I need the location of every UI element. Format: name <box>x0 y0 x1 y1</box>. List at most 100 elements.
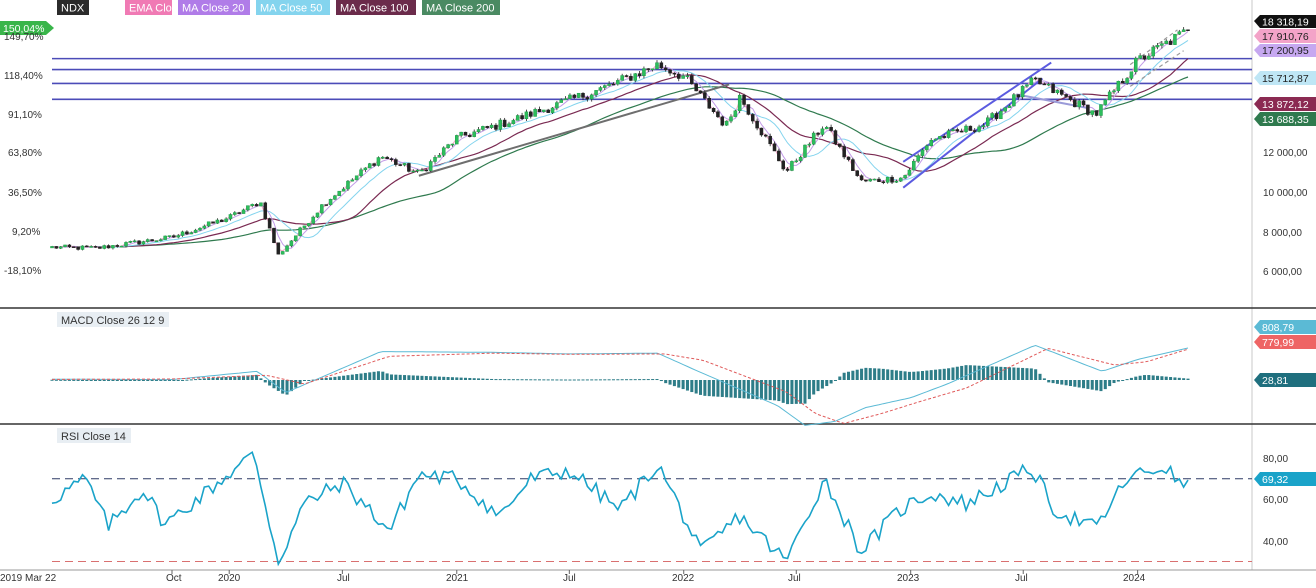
macd-histogram-bar <box>255 374 259 380</box>
candle-body <box>777 150 781 162</box>
macd-histogram-bar <box>620 379 624 381</box>
macd-histogram-bar <box>416 375 420 380</box>
candle-body <box>716 111 720 118</box>
left-axis-tick-2: 118,40% <box>4 71 43 82</box>
candle-body <box>868 179 873 182</box>
legend-ema9-bg <box>125 0 172 15</box>
time-label-2: 2020 <box>218 573 241 583</box>
macd-histogram-bar <box>72 379 76 381</box>
candle-body <box>106 245 111 249</box>
macd-histogram-bar <box>768 380 772 401</box>
macd-histogram-bar <box>990 366 994 380</box>
candle-body <box>1164 40 1169 44</box>
candle-body <box>337 190 342 197</box>
macd-histogram-bar <box>951 367 955 380</box>
macd-histogram-bar <box>1055 380 1059 384</box>
candle-body <box>946 130 951 138</box>
time-label-3: Jul <box>337 573 350 583</box>
macd-histogram-bar <box>842 372 846 380</box>
candle-body <box>198 228 202 231</box>
candle-body <box>1160 43 1164 46</box>
macd-histogram-bar <box>294 380 298 388</box>
candle-body <box>437 155 442 158</box>
candle-body <box>537 109 542 112</box>
candle-body <box>881 181 886 183</box>
candle-body <box>254 204 259 207</box>
macd-histogram-bar <box>1108 380 1112 387</box>
macd-histogram-bar <box>503 379 507 381</box>
candle-body <box>272 227 276 243</box>
candle-body <box>424 169 429 172</box>
macd-histogram-bar <box>268 380 272 386</box>
macd-histogram-bar <box>794 380 798 404</box>
macd-histogram-bar <box>564 379 568 381</box>
macd-histogram-bar <box>159 380 163 381</box>
macd-histogram-bar <box>98 380 102 381</box>
macd-histogram-bar <box>433 376 437 380</box>
candle-body <box>307 223 311 227</box>
macd-histogram-bar <box>899 370 903 380</box>
macd-histogram-bar <box>494 379 498 381</box>
candle-body <box>494 124 498 130</box>
candle-body <box>759 127 764 136</box>
macd-histogram-bar <box>363 372 367 380</box>
macd-histogram-bar <box>320 378 324 380</box>
price-pill-ma50-bg <box>1254 71 1316 85</box>
candle-body <box>890 176 894 183</box>
macd-histogram-bar <box>955 366 959 380</box>
macd-histogram-bar <box>1125 379 1129 381</box>
candle-body <box>463 131 468 136</box>
macd-histogram-bar <box>729 380 733 398</box>
candle-body <box>154 240 159 242</box>
macd-histogram-bar <box>977 365 981 380</box>
candle-body <box>1103 99 1108 105</box>
candle-body <box>389 158 394 160</box>
candle-body <box>550 107 555 113</box>
candle-body <box>176 235 180 238</box>
macd-histogram-bar <box>664 380 668 384</box>
macd-histogram-bar <box>864 367 868 380</box>
macd-histogram-bar <box>485 378 489 380</box>
candle-body <box>768 135 772 145</box>
macd-histogram-bar <box>498 379 502 381</box>
candle-body <box>611 83 616 86</box>
macd-histogram-bar <box>886 369 890 380</box>
macd-histogram-bar <box>511 379 515 381</box>
macd-histogram-bar <box>1003 367 1007 380</box>
macd-histogram-bar <box>677 380 681 388</box>
price-pill-ema9: 17 910,76 <box>1262 31 1309 43</box>
candle-body <box>1173 33 1177 45</box>
rsi-line <box>51 450 1189 567</box>
macd-histogram-bar <box>1134 376 1138 380</box>
macd-histogram-bar <box>790 380 794 404</box>
left-axis-tick-1: 149,70% <box>4 32 44 43</box>
candle-body <box>1081 100 1086 106</box>
macd-histogram-bar <box>446 377 450 380</box>
candle-body <box>898 177 903 182</box>
rsi-tick-40: 40,00 <box>1263 537 1288 548</box>
candle-body <box>102 245 106 249</box>
macd-histogram-bar <box>625 379 629 381</box>
candle-body <box>63 244 67 247</box>
macd-histogram-bar <box>194 379 198 381</box>
candle-body <box>1025 84 1029 87</box>
candle-body <box>737 94 742 112</box>
candle-body <box>572 94 577 98</box>
price-pill-ma20-bg <box>1254 44 1316 57</box>
candle-body <box>1033 77 1038 80</box>
macd-histogram-bar <box>699 380 703 395</box>
macd-histogram-bar <box>146 380 150 381</box>
time-label-10: 2024 <box>1123 573 1146 583</box>
candle-body <box>711 107 716 113</box>
price-pill-ma50: 15 712,87 <box>1262 73 1309 85</box>
macd-histogram-bar <box>350 374 354 380</box>
macd-histogram-bar <box>812 380 816 395</box>
candle-body <box>1003 107 1007 112</box>
candle-body <box>180 231 185 236</box>
candle-body <box>1151 46 1155 57</box>
right-axis-tick-0: 12 000,00 <box>1263 148 1308 159</box>
candle-body <box>781 160 785 170</box>
candle-body <box>246 205 250 211</box>
candle-body <box>798 156 803 162</box>
macd-histogram-bar <box>1016 367 1020 380</box>
